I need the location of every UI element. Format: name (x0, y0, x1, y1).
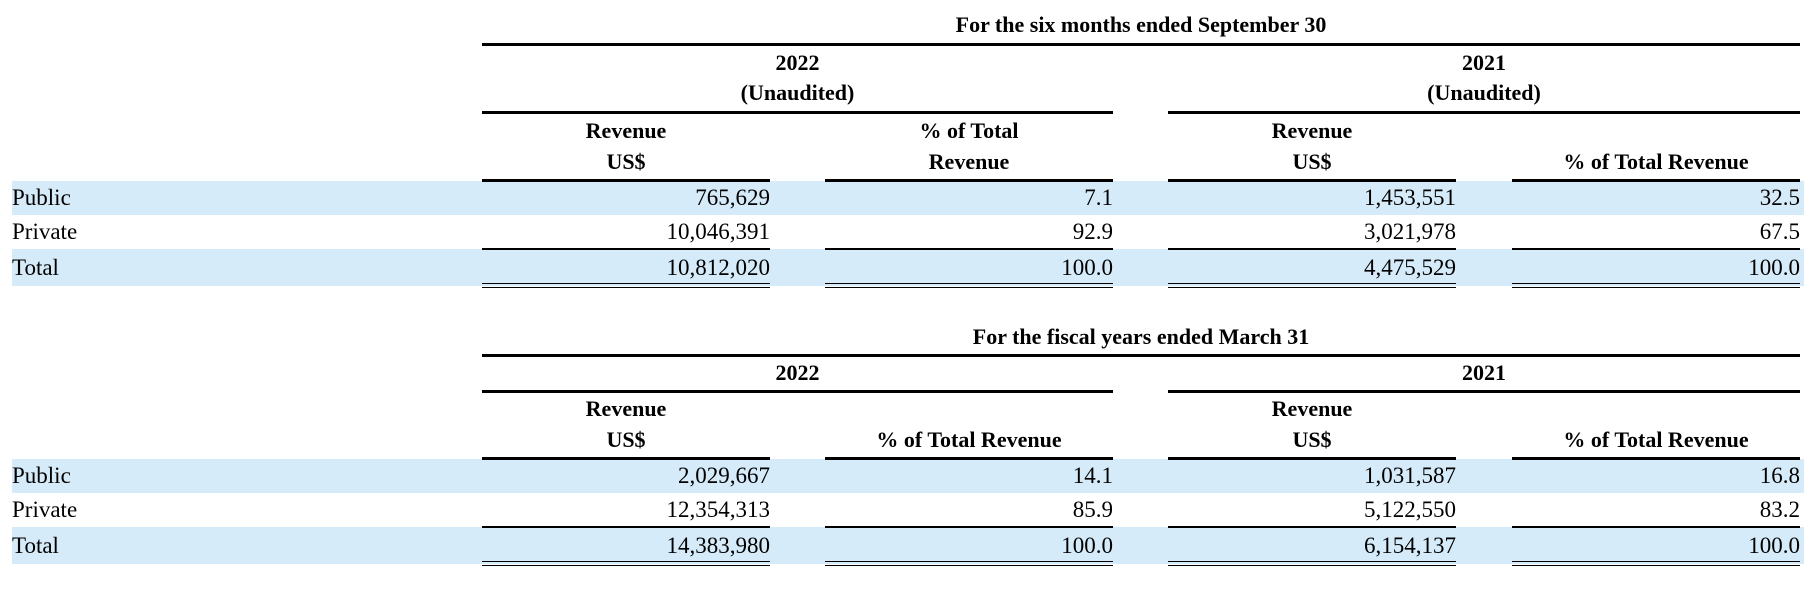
header-rule (825, 179, 1113, 182)
column-header-line2: US$ (1292, 149, 1332, 174)
table-cell: 83.2 (1759, 497, 1800, 522)
double-underline (1512, 283, 1800, 288)
column-header-line2: US$ (606, 149, 646, 174)
table-cell: 100.0 (1061, 255, 1113, 280)
table-cell: 1,453,551 (1364, 185, 1456, 210)
header-rule (482, 457, 770, 460)
table-cell: 12,354,313 (666, 497, 771, 522)
table-cell: 100.0 (1061, 533, 1113, 558)
title-rule (482, 354, 1800, 357)
row-label: Public (12, 463, 71, 488)
table-cell: 765,629 (695, 185, 770, 210)
header-rule (1168, 179, 1456, 182)
double-underline (825, 561, 1113, 566)
header-rule (825, 457, 1113, 460)
year-note: (Unaudited) (740, 80, 855, 105)
total-rule (825, 248, 1113, 250)
double-underline (1168, 561, 1456, 566)
table-cell: 10,046,391 (666, 219, 771, 244)
column-header-line2: US$ (1292, 427, 1332, 452)
table-cell: 10,812,020 (666, 255, 771, 280)
column-header-line2: % of Total Revenue (1563, 149, 1749, 174)
row-shade (12, 527, 1804, 564)
table-cell: 16.8 (1759, 463, 1800, 488)
table-cell: 7.1 (1084, 185, 1113, 210)
total-rule (482, 526, 770, 528)
table-cell: 1,031,587 (1364, 463, 1456, 488)
column-header-line1: Revenue (585, 118, 667, 143)
year-note: (Unaudited) (1427, 80, 1541, 105)
column-header-line2: Revenue (928, 149, 1010, 174)
title-rule (482, 43, 1800, 46)
column-header-line1: % of Total (919, 118, 1019, 143)
row-shade (12, 249, 1804, 286)
table-cell: 67.5 (1759, 219, 1800, 244)
double-underline (1512, 561, 1800, 566)
year-rule (1168, 390, 1800, 393)
column-header-line1: Revenue (1271, 118, 1353, 143)
total-rule (1512, 526, 1800, 528)
column-header-line2: % of Total Revenue (1563, 427, 1749, 452)
year-header: 2021 (1462, 360, 1506, 385)
table-cell: 6,154,137 (1364, 533, 1456, 558)
row-label: Total (12, 533, 59, 558)
year-header: 2022 (775, 50, 820, 75)
table-title: For the six months ended September 30 (955, 12, 1327, 37)
table-cell: 100.0 (1748, 533, 1800, 558)
revenue-table-six-months: For the six months ended September 30 20… (12, 12, 1804, 288)
double-underline (825, 283, 1113, 288)
row-label: Private (12, 219, 78, 244)
column-header-line2: US$ (606, 427, 646, 452)
double-underline (482, 561, 770, 566)
table-title: For the fiscal years ended March 31 (972, 324, 1310, 349)
double-underline (482, 283, 770, 288)
double-underline (1168, 283, 1456, 288)
row-shade (12, 459, 1804, 493)
row-label: Total (12, 255, 59, 280)
table-cell: 4,475,529 (1364, 255, 1456, 280)
total-rule (1512, 248, 1800, 250)
table-cell: 14.1 (1072, 463, 1113, 488)
year-header: 2021 (1462, 50, 1506, 75)
header-rule (1512, 179, 1800, 182)
table-cell: 85.9 (1072, 497, 1113, 522)
column-header-line1: Revenue (1271, 396, 1353, 421)
table-cell: 2,029,667 (678, 463, 770, 488)
table-cell: 5,122,550 (1364, 497, 1456, 522)
total-rule (482, 248, 770, 250)
table-cell: 14,383,980 (666, 533, 771, 558)
table-cell: 3,021,978 (1364, 219, 1456, 244)
table-cell: 100.0 (1748, 255, 1800, 280)
total-rule (1168, 248, 1456, 250)
total-rule (825, 526, 1113, 528)
column-header-line1: Revenue (585, 396, 667, 421)
row-label: Public (12, 185, 71, 210)
header-rule (1512, 457, 1800, 460)
header-rule (482, 179, 770, 182)
table-cell: 32.5 (1759, 185, 1800, 210)
table-cell: 92.9 (1072, 219, 1113, 244)
header-rule (1168, 457, 1456, 460)
year-rule (482, 390, 1113, 393)
row-label: Private (12, 497, 78, 522)
year-header: 2022 (775, 360, 820, 385)
column-header-line2: % of Total Revenue (876, 427, 1062, 452)
row-shade (12, 181, 1804, 215)
year-rule (1168, 111, 1800, 114)
total-rule (1168, 526, 1456, 528)
year-rule (482, 111, 1113, 114)
